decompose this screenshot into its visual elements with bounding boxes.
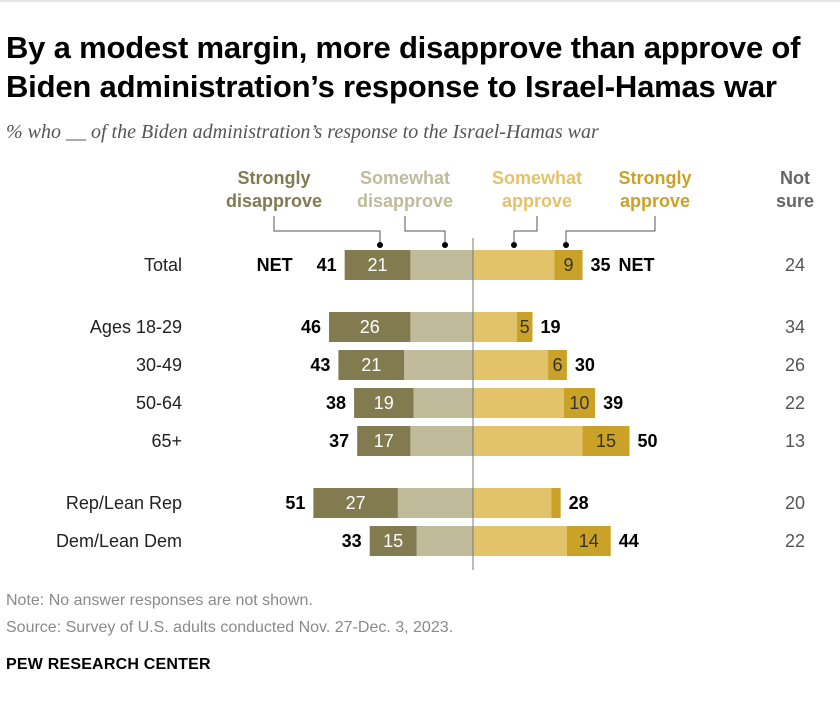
bar-strongly-disapprove-ages-18-29 <box>329 312 411 342</box>
label-strongly-approve-dem-lean-dem: 14 <box>579 531 599 551</box>
diverging-bar-chart: Strongly disapprove Somewhat disapprove Some… <box>56 168 814 570</box>
bar-somewhat-disapprove-65- <box>410 426 473 456</box>
label-approve-net-total: 35 <box>591 255 611 275</box>
label-not-sure-dem-lean-dem: 22 <box>785 531 805 551</box>
bar-strongly-disapprove-dem-lean-dem <box>369 526 417 556</box>
bar-strongly-approve-dem-lean-dem <box>566 526 611 556</box>
label-strongly-disapprove-30-49: 21 <box>361 355 381 375</box>
bar-somewhat-approve-rep-lean-rep <box>473 488 552 518</box>
bar-somewhat-approve-ages-18-29 <box>473 312 517 342</box>
legend-strongly_approve-line1: Strongly <box>618 168 691 188</box>
legend-somewhat_approve-dot <box>511 242 517 248</box>
label-strongly-disapprove-ages-18-29: 26 <box>360 317 380 337</box>
label-approve-net-30-49: 30 <box>575 355 595 375</box>
bar-somewhat-approve-65- <box>473 426 583 456</box>
label-strongly-disapprove-total: 21 <box>368 255 388 275</box>
legend-somewhat_disapprove-dot <box>442 242 448 248</box>
label-approve-net-dem-lean-dem: 44 <box>619 531 639 551</box>
legend-somewhat_approve-line1: Somewhat <box>492 168 582 188</box>
label-approve-net-ages-18-29: 19 <box>540 317 560 337</box>
bar-somewhat-approve-50-64 <box>473 388 564 418</box>
label-net-left-total: NET <box>257 255 293 275</box>
row-label-50-64: 50-64 <box>136 393 182 413</box>
label-strongly-approve-total: 9 <box>563 255 573 275</box>
label-strongly-disapprove-dem-lean-dem: 15 <box>383 531 403 551</box>
legend-strongly_approve-dot <box>563 242 569 248</box>
row-label-total: Total <box>144 255 182 275</box>
label-not-sure-30-49: 26 <box>785 355 805 375</box>
legend-strongly_disapprove-line2: disapprove <box>226 191 322 211</box>
label-strongly-approve-50-64: 10 <box>569 393 589 413</box>
bar-strongly-disapprove-30-49 <box>338 350 405 380</box>
label-disapprove-net-65-: 37 <box>329 431 349 451</box>
bar-somewhat-disapprove-30-49 <box>404 350 473 380</box>
bar-somewhat-approve-total <box>473 250 555 280</box>
bar-strongly-approve-50-64 <box>563 388 596 418</box>
label-strongly-approve-30-49: 6 <box>553 355 563 375</box>
top-rule <box>0 0 840 2</box>
label-not-sure-65-: 13 <box>785 431 805 451</box>
legend-strongly_disapprove-line1: Strongly <box>237 168 310 188</box>
legend-somewhat_approve-line2: approve <box>502 191 572 211</box>
brand-logo-text: PEW RESEARCH CENTER <box>6 656 211 673</box>
bar-strongly-disapprove-total <box>344 250 411 280</box>
bar-somewhat-approve-30-49 <box>473 350 549 380</box>
legend-strongly_approve-connector <box>565 216 656 244</box>
chart-source: Source: Survey of U.S. adults conducted … <box>6 619 454 636</box>
bar-somewhat-disapprove-dem-lean-dem <box>416 526 473 556</box>
chart-note: Note: No answer responses are not shown. <box>6 592 313 609</box>
label-disapprove-net-total: 41 <box>317 255 337 275</box>
row-label-rep-lean-rep: Rep/Lean Rep <box>66 493 182 513</box>
label-disapprove-net-30-49: 43 <box>310 355 330 375</box>
row-label-30-49: 30-49 <box>136 355 182 375</box>
row-label-ages-18-29: Ages 18-29 <box>90 317 182 337</box>
legend-strongly_disapprove-dot <box>377 242 383 248</box>
bar-strongly-disapprove-rep-lean-rep <box>313 488 398 518</box>
label-not-sure-rep-lean-rep: 20 <box>785 493 805 513</box>
label-not-sure-ages-18-29: 34 <box>785 317 805 337</box>
label-strongly-disapprove-50-64: 19 <box>374 393 394 413</box>
legend-strongly_approve-line2: approve <box>620 191 690 211</box>
legend-somewhat_disapprove-line2: disapprove <box>357 191 453 211</box>
legend-strongly_disapprove-connector <box>273 216 381 244</box>
bar-somewhat-disapprove-total <box>410 250 473 280</box>
legend-somewhat_disapprove-connector <box>404 216 446 244</box>
label-disapprove-net-ages-18-29: 46 <box>301 317 321 337</box>
bar-strongly-disapprove-50-64 <box>354 388 414 418</box>
chart-subtitle: % who __ of the Biden administration’s r… <box>6 121 599 143</box>
label-approve-net-50-64: 39 <box>603 393 623 413</box>
bar-somewhat-disapprove-50-64 <box>413 388 473 418</box>
bar-strongly-approve-ages-18-29 <box>516 312 533 342</box>
label-approve-net-rep-lean-rep: 28 <box>569 493 589 513</box>
bar-strongly-approve-total <box>554 250 583 280</box>
bar-strongly-approve-65- <box>582 426 630 456</box>
legend-not-sure-line2: sure <box>776 191 814 211</box>
label-not-sure-50-64: 22 <box>785 393 805 413</box>
bar-somewhat-disapprove-ages-18-29 <box>410 312 473 342</box>
legend-somewhat_approve-connector <box>513 216 538 244</box>
label-disapprove-net-dem-lean-dem: 33 <box>342 531 362 551</box>
bar-strongly-disapprove-65- <box>357 426 411 456</box>
label-not-sure-total: 24 <box>785 255 805 275</box>
legend-somewhat_disapprove-line1: Somewhat <box>360 168 450 188</box>
label-approve-net-65-: 50 <box>638 431 658 451</box>
label-net-right-total: NET <box>619 255 655 275</box>
chart-title: By a modest margin, more disapprove than… <box>6 30 801 104</box>
label-disapprove-net-50-64: 38 <box>326 393 346 413</box>
label-strongly-disapprove-65-: 17 <box>374 431 394 451</box>
row-label-65-: 65+ <box>151 431 182 451</box>
bar-somewhat-approve-dem-lean-dem <box>473 526 567 556</box>
label-disapprove-net-rep-lean-rep: 51 <box>285 493 305 513</box>
bar-strongly-approve-30-49 <box>548 350 567 380</box>
bar-strongly-approve-rep-lean-rep <box>551 488 561 518</box>
label-strongly-approve-65-: 15 <box>596 431 616 451</box>
label-strongly-disapprove-rep-lean-rep: 27 <box>346 493 366 513</box>
bar-somewhat-disapprove-rep-lean-rep <box>397 488 473 518</box>
legend-not-sure-line1: Not <box>780 168 810 188</box>
label-strongly-approve-ages-18-29: 5 <box>520 317 530 337</box>
row-label-dem-lean-dem: Dem/Lean Dem <box>56 531 182 551</box>
